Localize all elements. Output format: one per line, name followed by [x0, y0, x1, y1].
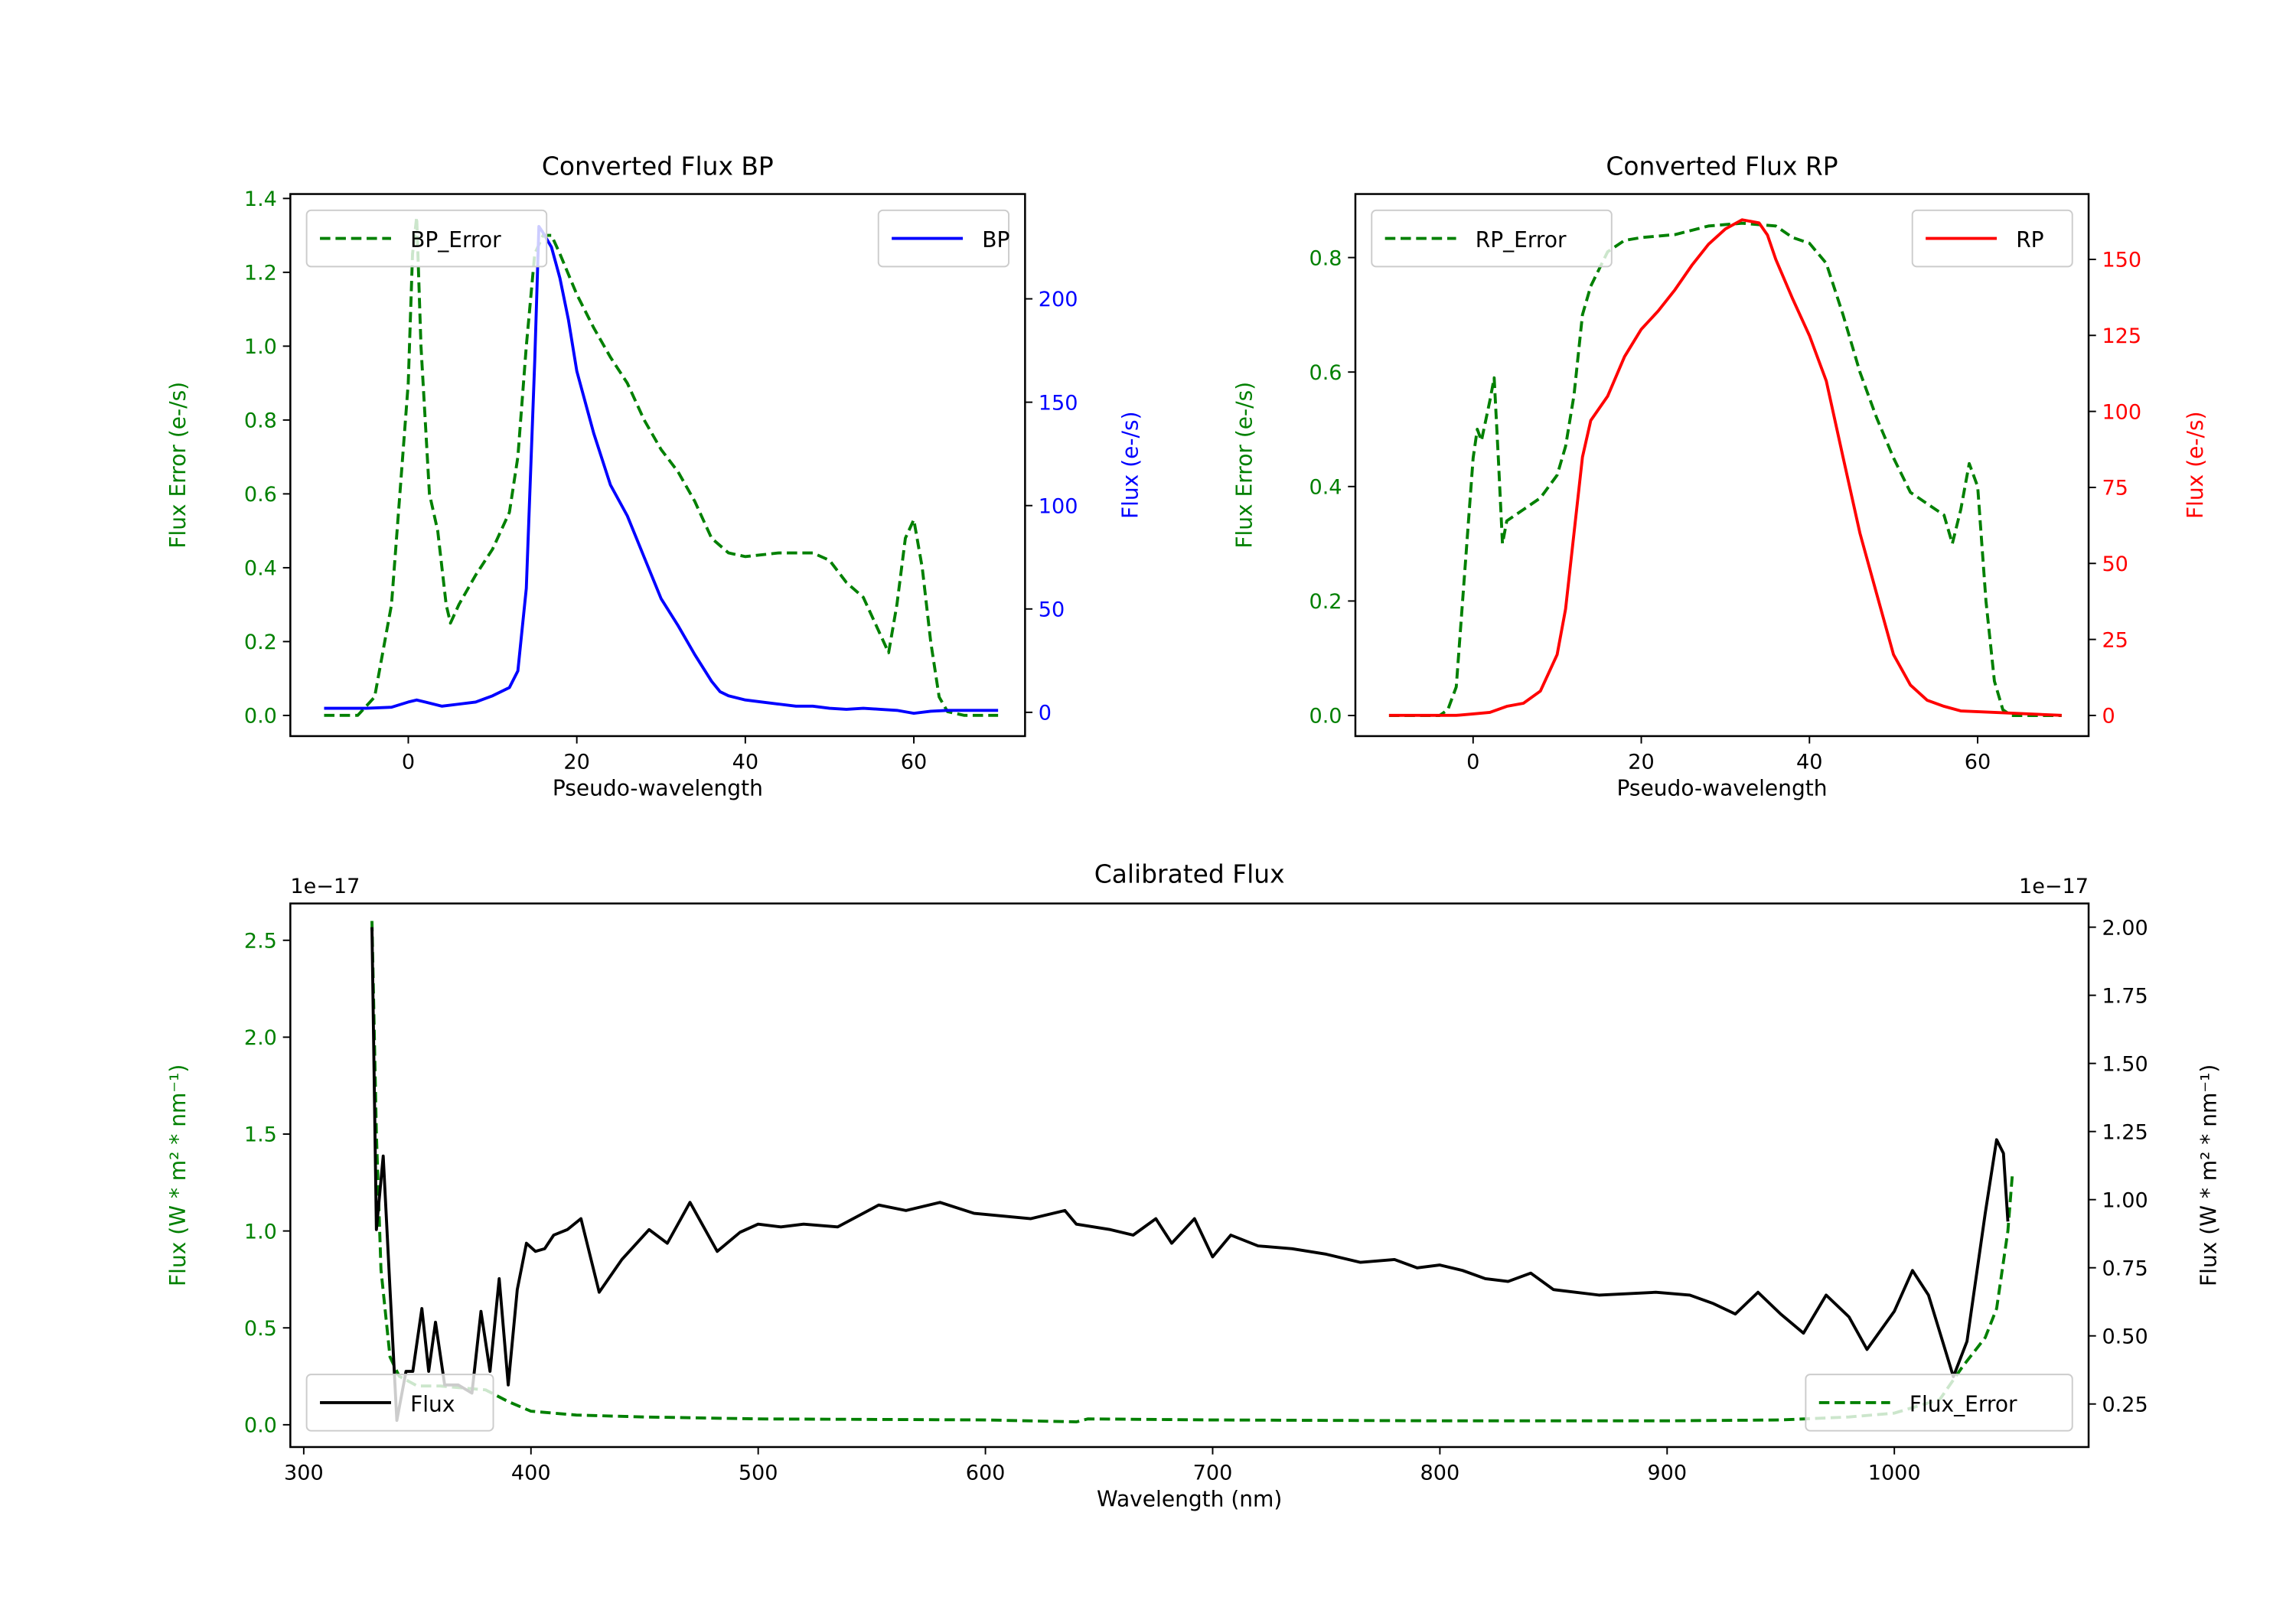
y-tick-label-right: 0: [2102, 705, 2115, 729]
y-tick-label-right: 125: [2102, 324, 2141, 348]
chart-title: Calibrated Flux: [1094, 859, 1285, 889]
x-tick-label: 20: [1628, 751, 1654, 774]
legend-label: RP: [2016, 227, 2043, 253]
y-axis-label-right: Flux (e-/s): [2183, 411, 2208, 519]
y-tick-label-left: 0.2: [244, 631, 277, 654]
offset-text-right: 1e−17: [2019, 875, 2089, 898]
x-tick-label: 800: [1420, 1462, 1460, 1485]
y-tick-label-right: 150: [1039, 391, 1078, 415]
legend-rp-error: RP_Error: [1371, 209, 1613, 268]
y-tick-label-left: 2.5: [244, 929, 277, 953]
y-tick-label-right: 100: [2102, 400, 2141, 424]
y-tick-label-right: 150: [2102, 249, 2141, 272]
y-tick-label-right: 50: [1039, 598, 1065, 621]
y-tick-label-right: 0.25: [2102, 1393, 2148, 1416]
y-tick-label-left: 0.2: [1309, 590, 1342, 614]
x-tick-label: 0: [402, 751, 415, 774]
axes-frame: [289, 902, 2090, 1449]
chart-title: Converted Flux BP: [542, 151, 774, 181]
y-tick-label-left: 0.0: [1309, 705, 1342, 729]
y-tick-label-right: 75: [2102, 477, 2128, 500]
y-tick-label-left: 1.2: [244, 262, 277, 285]
y-tick-label-right: 2.00: [2102, 916, 2148, 940]
x-tick-label: 40: [732, 751, 758, 774]
series-line-rp: [1388, 218, 2062, 717]
panel-bp: 0 20 40 60 0.0 0.2 0.4 0.6 0.8 1.0 1.2 1.4 0 50 100 150…: [165, 151, 1143, 800]
series-line-flux-error: [370, 921, 2014, 1423]
y-tick-label-right: 0.50: [2102, 1325, 2148, 1348]
axes-frame: [1354, 193, 2090, 738]
y-tick-label-left: 0.0: [244, 705, 277, 729]
x-axis-label: Pseudo-wavelength: [1616, 775, 1827, 800]
y-tick-label-left: 1.4: [244, 187, 277, 211]
x-tick-label: 0: [1466, 751, 1479, 774]
panel-rp: 0 20 40 60 0.0 0.2 0.4 0.6 0.8 0 25 50 75 100 125 150 Co…: [1231, 151, 2208, 800]
y-tick-label-left: 0.6: [244, 483, 277, 507]
x-tick-label: 900: [1647, 1462, 1687, 1485]
x-tick-label: 40: [1796, 751, 1822, 774]
x-tick-label: 20: [563, 751, 589, 774]
legend-box: [305, 1374, 494, 1432]
legend-label: RP_Error: [1476, 227, 1567, 253]
x-tick-label: 1000: [1868, 1462, 1921, 1485]
y-tick-label-right: 1.00: [2102, 1188, 2148, 1212]
x-axis-label: Pseudo-wavelength: [553, 775, 763, 800]
legend-label: Flux: [410, 1392, 455, 1417]
y-tick-label-right: 200: [1039, 288, 1078, 311]
y-tick-label-right: 1.50: [2102, 1052, 2148, 1076]
x-tick-label: 600: [966, 1462, 1006, 1485]
series-line-bp-error: [324, 215, 999, 717]
y-tick-label-left: 0.8: [1309, 246, 1342, 270]
legend-flux-error: Flux_Error: [1805, 1374, 2073, 1432]
y-tick-label-right: 1.25: [2102, 1120, 2148, 1144]
series-line-rp-error: [1388, 221, 2062, 717]
legend-flux: Flux: [305, 1374, 494, 1432]
y-tick-label-right: 1.75: [2102, 984, 2148, 1008]
legend-box: [1371, 209, 1613, 268]
series-line-bp: [324, 224, 999, 715]
x-tick-label: 400: [511, 1462, 551, 1485]
y-tick-label-right: 50: [2102, 553, 2128, 576]
axes-frame: [289, 193, 1026, 738]
y-axis-label-left: Flux Error (e-/s): [1231, 382, 1257, 549]
y-tick-label-left: 1.0: [244, 1220, 277, 1244]
x-tick-label: 60: [901, 751, 927, 774]
series-line-flux: [370, 927, 2010, 1423]
y-tick-label-left: 0.8: [244, 409, 277, 433]
legend-bp: BP: [877, 209, 1009, 268]
legend-bp-error: BP_Error: [305, 209, 548, 268]
y-axis-label-right: Flux (e-/s): [1117, 411, 1143, 519]
y-axis-label-left: Flux (W * m² * nm⁻¹): [165, 1064, 191, 1286]
legend-box: [1805, 1374, 2073, 1432]
y-tick-label-right: 0: [1039, 702, 1052, 725]
y-tick-label-left: 0.4: [1309, 475, 1342, 499]
chart-title: Converted Flux RP: [1606, 151, 1838, 181]
legend-rp: RP: [1911, 209, 2073, 268]
y-tick-label-left: 0.5: [244, 1317, 277, 1341]
y-tick-label-left: 1.5: [244, 1123, 277, 1147]
legend-label: BP_Error: [410, 227, 501, 253]
offset-text-left: 1e−17: [290, 875, 360, 898]
y-tick-label-right: 100: [1039, 494, 1078, 518]
legend-label: BP: [982, 227, 1009, 253]
y-tick-label-left: 0.4: [244, 557, 277, 581]
x-tick-label: 700: [1193, 1462, 1233, 1485]
y-tick-label-left: 1.0: [244, 335, 277, 359]
panel-calibrated: 300 400 500 600 700 800 900 1000 0.0 0.5 1.0 1.5 2.0…: [165, 859, 2222, 1512]
y-axis-label-left: Flux Error (e-/s): [165, 382, 191, 549]
y-tick-label-left: 0.0: [244, 1414, 277, 1438]
x-axis-label: Wavelength (nm): [1097, 1486, 1282, 1511]
legend-label: Flux_Error: [1910, 1392, 2017, 1417]
y-axis-label-right: Flux (W * m² * nm⁻¹): [2196, 1064, 2221, 1286]
x-tick-label: 500: [739, 1462, 778, 1485]
legend-box: [305, 209, 548, 268]
x-tick-label: 300: [284, 1462, 324, 1485]
y-tick-label-right: 25: [2102, 628, 2128, 652]
y-tick-label-right: 0.75: [2102, 1257, 2148, 1280]
y-tick-label-left: 0.6: [1309, 361, 1342, 385]
y-tick-label-left: 2.0: [244, 1026, 277, 1050]
x-tick-label: 60: [1965, 751, 1991, 774]
